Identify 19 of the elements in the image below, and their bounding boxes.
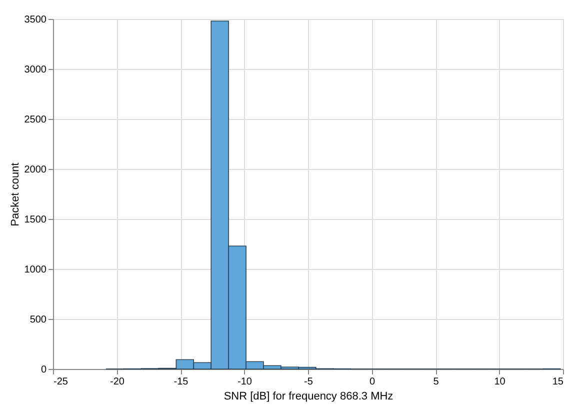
x-tick-label: 10 (494, 376, 506, 388)
x-axis-title: SNR [dB] for frequency 868.3 MHz (224, 390, 394, 402)
y-tick-label: 3000 (24, 64, 47, 76)
x-tick-label: 15 (552, 376, 564, 388)
x-tick-label: -15 (174, 376, 189, 388)
y-tick-label: 1000 (24, 264, 47, 276)
x-tick-label: -10 (238, 376, 252, 388)
y-tick-label: 1500 (24, 214, 47, 226)
y-axis-title: Packet count (9, 162, 22, 226)
y-tick-label: 500 (30, 314, 47, 326)
y-tick-label: 3500 (24, 14, 47, 26)
y-tick-label: 0 (40, 364, 47, 376)
x-tick-label: 0 (369, 376, 376, 388)
y-tick-label: 2500 (24, 114, 47, 126)
x-tick-label: 5 (433, 376, 440, 388)
x-tick-label: -25 (54, 376, 68, 388)
x-tick-label: -5 (304, 376, 314, 388)
x-tick-label: -20 (110, 376, 125, 388)
y-tick-label: 2000 (24, 164, 47, 176)
